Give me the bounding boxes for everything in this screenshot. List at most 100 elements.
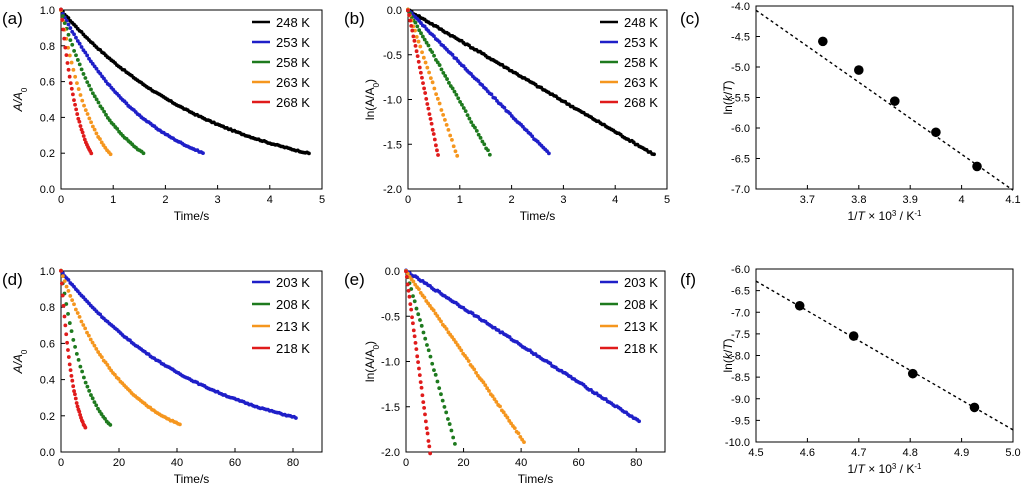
data-point [444,410,449,415]
data-point [435,379,440,384]
series-258-K [406,7,492,157]
data-point [422,295,427,300]
data-point [416,360,420,365]
data-point [426,439,431,443]
data-point [71,384,76,389]
data-point [413,28,417,33]
data-point [63,45,68,50]
y-tick-label: 0.8 [40,41,55,53]
data-point [794,300,805,311]
data-point [455,153,460,158]
data-point [454,92,459,97]
data-point [406,8,410,13]
data-point [472,367,477,372]
series-268-K [406,8,440,157]
data-point [201,151,205,156]
panel-label: (e) [344,270,365,289]
x-tick-label: 4.8 [903,447,918,459]
data-point [60,274,65,279]
data-point [69,86,74,91]
legend-label: 248 K [276,15,310,30]
data-point [64,284,69,289]
data-point [439,108,444,112]
data-point [415,54,420,59]
data-point [423,419,428,424]
x-tick-label: 3 [215,194,221,206]
data-point [294,416,298,420]
data-point [96,350,101,354]
data-point [434,92,439,97]
data-point [422,24,427,29]
data-point [435,314,440,318]
data-point [418,44,423,49]
data-point [72,98,76,103]
series-263-K [59,8,113,157]
data-point [427,112,432,117]
data-point [409,287,414,291]
x-tick-label: 80 [630,457,642,469]
data-point [407,294,412,299]
data-point [83,326,88,331]
data-point [74,53,78,58]
data-point [433,143,438,148]
data-point [426,106,431,111]
data-point [405,282,410,287]
legend-label: 263 K [276,75,310,90]
data-point [489,92,494,97]
data-point [88,337,93,342]
data-point [66,289,71,293]
data-point [83,380,88,385]
data-point [65,61,70,65]
data-point [65,340,69,345]
data-point [415,24,420,29]
y-tick-label: -2.0 [383,184,402,196]
data-point [483,383,488,387]
data-point [410,28,415,33]
data-point [98,71,103,76]
data-point [432,368,436,373]
data-point [69,373,74,378]
legend-label: 218 K [624,341,658,356]
data-point [419,385,424,390]
data-point [907,368,918,379]
data-point [307,151,311,156]
data-point [456,96,461,101]
data-point [430,127,435,132]
panel-d: 0 20 40 60 80 0.0 0.2 0.4 0.6 0.8 1.0 (d) Time/s A/A0… [2,266,323,486]
y-tick-label: -7.0 [731,184,750,196]
data-point [413,43,418,48]
x-tick-label: 2 [509,194,515,206]
data-point [85,112,90,116]
data-point [62,36,67,41]
data-point [60,293,65,298]
x-tick-label: 80 [287,457,299,469]
data-point [66,311,70,316]
data-point [818,36,828,47]
data-point [94,403,99,408]
y-tick-label: 0.4 [40,375,55,387]
y-axis-label: A/A0 [11,349,29,374]
data-point [83,108,88,113]
data-point [62,21,67,26]
data-point [420,393,425,398]
data-point [637,419,641,424]
data-point [451,435,456,440]
data-point [452,337,456,342]
data-point [854,65,864,75]
y-tick-label: -6.0 [731,264,750,276]
data-point [428,354,433,359]
y-axis-label: A/A0 [11,87,29,112]
y-tick-label: 0.2 [40,148,55,160]
data-point [83,76,88,80]
panel-a: 0 1 2 3 4 5 0.0 0.2 0.4 0.6 0.8 1.0 (a) Time/s A/A0 248… [2,5,325,223]
data-point [467,116,472,121]
data-point [103,416,107,421]
data-point [423,91,428,95]
legend-label: 253 K [624,35,658,50]
data-point [428,117,433,121]
data-point [63,323,68,328]
data-point [417,373,422,378]
data-point [972,161,982,172]
data-point [416,39,421,44]
data-point [409,23,414,28]
